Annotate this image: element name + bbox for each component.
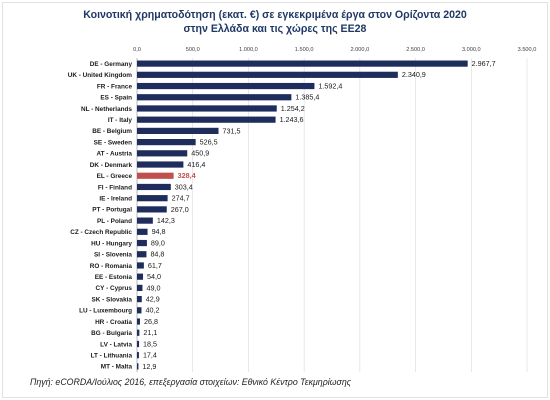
category-label: EL - Greece xyxy=(97,173,133,180)
category-label: FR - France xyxy=(97,83,133,90)
bar xyxy=(137,307,142,314)
data-label: 1.385,4 xyxy=(295,93,319,102)
data-label: 42,9 xyxy=(146,295,160,304)
bar xyxy=(137,183,171,191)
x-tick-label: 500,0 xyxy=(186,47,200,53)
category-label: MT - Malta xyxy=(101,364,133,371)
data-label: 274,7 xyxy=(172,194,190,203)
data-label: 18,5 xyxy=(143,339,157,348)
data-label: 731,5 xyxy=(223,126,241,135)
x-tick-label: 2.500,0 xyxy=(406,47,425,53)
category-label: BE - Belgium xyxy=(92,128,132,135)
x-tick-label: 2.000,0 xyxy=(351,47,370,53)
category-label: AT - Austria xyxy=(96,151,132,158)
bar xyxy=(137,273,144,280)
data-label: 2.967,7 xyxy=(472,59,496,68)
category-label: PL - Poland xyxy=(97,218,132,225)
bar xyxy=(137,71,398,78)
category-label: DK - Denmark xyxy=(90,162,133,169)
data-label: 89,0 xyxy=(151,238,165,247)
data-label: 12,9 xyxy=(142,362,156,371)
bar xyxy=(137,363,139,370)
data-label: 17,4 xyxy=(143,351,157,360)
x-tick-label: 3.500,0 xyxy=(518,47,537,53)
chart-subtitle: στην Ελλάδα και τις χώρες της ΕΕ28 xyxy=(183,23,367,35)
category-label: NL - Netherlands xyxy=(81,106,132,113)
category-label: CY - Cyprus xyxy=(96,285,133,292)
bar xyxy=(137,329,140,336)
data-label: 54,0 xyxy=(147,272,161,281)
bar xyxy=(137,228,148,235)
category-label: LU - Luxembourg xyxy=(79,308,132,315)
bar xyxy=(137,105,277,112)
bar xyxy=(137,161,184,168)
data-label: 49,0 xyxy=(146,283,160,292)
category-label: ES - Spain xyxy=(100,95,132,102)
data-label: 84,8 xyxy=(150,250,164,259)
bar xyxy=(137,284,143,291)
category-label: CZ - Czech Republic xyxy=(70,229,132,236)
x-tick-label: 3.000,0 xyxy=(462,47,481,53)
bar xyxy=(137,172,174,179)
bar xyxy=(137,139,196,146)
data-label: 2.340,9 xyxy=(402,70,426,79)
bar xyxy=(137,296,142,303)
x-tick-label: 1.000,0 xyxy=(239,47,258,53)
category-label: DE - Germany xyxy=(90,61,133,68)
data-label: 21,1 xyxy=(143,328,157,337)
category-label: UK - United Kingdom xyxy=(68,72,133,79)
category-label: PT - Portugal xyxy=(92,207,132,214)
data-label: 450,9 xyxy=(191,149,209,158)
category-label: BG - Bulgaria xyxy=(91,330,132,337)
category-label: RO - Romania xyxy=(90,263,133,270)
data-label: 526,5 xyxy=(200,138,218,147)
data-label: 1.592,4 xyxy=(318,81,342,90)
data-label: 94,8 xyxy=(152,227,166,236)
bar xyxy=(137,60,468,67)
bar xyxy=(137,94,292,101)
category-label: SI - Slovenia xyxy=(94,252,132,259)
data-label: 61,7 xyxy=(148,261,162,270)
bar xyxy=(137,251,147,258)
bar xyxy=(137,217,153,224)
data-label: 267,0 xyxy=(171,205,189,214)
bar xyxy=(137,195,168,202)
bar xyxy=(137,206,167,213)
category-label: LT - Lithuania xyxy=(91,352,133,359)
source-note: Πηγή: eCORDA/Ιούλιος 2016, επεξεργασία σ… xyxy=(30,377,352,387)
data-label: 142,3 xyxy=(157,216,175,225)
category-label: SE - Sweden xyxy=(94,139,132,146)
data-label: 328,4 xyxy=(178,171,196,180)
chart-title: Κοινοτική χρηματοδότηση (εκατ. €) σε εγκ… xyxy=(83,9,467,21)
data-label: 1.243,6 xyxy=(280,115,304,124)
category-label: HR - Croatia xyxy=(95,319,132,326)
data-label: 303,4 xyxy=(175,182,193,191)
data-label: 26,8 xyxy=(144,317,158,326)
bar xyxy=(137,352,139,359)
bar xyxy=(137,127,219,134)
data-label: 1.254,2 xyxy=(281,104,305,113)
category-label: EE - Estonia xyxy=(95,274,133,281)
bar xyxy=(137,150,188,157)
data-label: 416,4 xyxy=(187,160,205,169)
category-label: FI - Finland xyxy=(98,184,132,191)
x-tick-label: 1.500,0 xyxy=(295,47,314,53)
bar xyxy=(137,239,147,247)
x-tick-label: 0,0 xyxy=(133,47,141,53)
category-label: LV - Latvia xyxy=(100,341,132,348)
bar xyxy=(137,116,276,123)
bar xyxy=(137,318,140,325)
data-label: 40,2 xyxy=(145,306,159,315)
category-label: SK - Slovakia xyxy=(92,296,133,303)
bar xyxy=(137,82,315,90)
category-label: IT - Italy xyxy=(108,117,133,124)
bar xyxy=(137,340,140,348)
category-label: HU - Hungary xyxy=(91,240,132,247)
category-label: IE - Ireland xyxy=(99,195,132,202)
bar xyxy=(137,262,144,269)
